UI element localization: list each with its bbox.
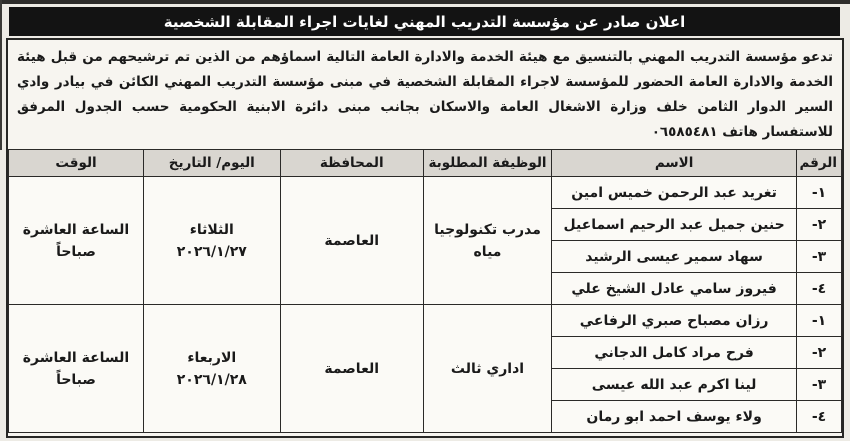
intro-paragraph: تدعو مؤسسة التدريب المهني بالتنسيق مع هي… [17, 49, 833, 140]
candidate-number-cell: ٤- [796, 272, 842, 305]
day-date-cell: الثلاثاء ٢٠٢٦/١/٢٧ [142, 176, 281, 305]
candidate-name-cell: رزان مصباح صبري الرفاعي [551, 304, 798, 337]
candidate-number-cell: ٣- [796, 368, 842, 401]
candidate-name-cell: فيروز سامي عادل الشيخ علي [551, 272, 798, 305]
announcement-title-bar: اعلان صادر عن مؤسسة التدريب المهني لغايا… [9, 7, 840, 36]
table-row: ٢- فرح مراد كامل الدجاني [9, 336, 842, 369]
candidate-name-cell: سهاد سمير عيسى الرشيد [551, 240, 798, 273]
candidate-number-cell: ٢- [796, 208, 842, 241]
governorate-cell: العاصمة [279, 304, 424, 433]
candidate-name-cell: ولاء يوسف احمد ابو رمان [551, 400, 798, 433]
time-cell: الساعة العاشرة صباحاً [8, 304, 144, 433]
announcement-frame: تدعو مؤسسة التدريب المهني بالتنسيق مع هي… [6, 38, 844, 438]
candidate-name-cell: تغريد عبد الرحمن خميس امين [551, 176, 798, 209]
announcement-title: اعلان صادر عن مؤسسة التدريب المهني لغايا… [163, 12, 686, 31]
date-label: ٢٠٢٦/١/٢٨ [176, 371, 247, 388]
candidate-name-cell: لينا اكرم عبد الله عيسى [551, 368, 798, 401]
candidate-number-cell: ٤- [796, 400, 842, 433]
position-cell: اداري ثالث [422, 304, 553, 433]
column-header-position: الوظيفة المطلوبة [422, 149, 553, 177]
table-row: ١- تغريد عبد الرحمن خميس امين مدرب تكنول… [8, 176, 842, 305]
day-date-cell: الاربعاء ٢٠٢٦/١/٢٨ [142, 304, 281, 433]
column-header-name: الاسم [551, 149, 798, 177]
day-label: الثلاثاء [189, 221, 234, 238]
position-cell: مدرب تكنولوجيا مياه [422, 176, 553, 305]
candidate-number-cell: ١- [796, 304, 842, 337]
scan-artifact-left [0, 0, 2, 150]
candidate-name-cell: فرح مراد كامل الدجاني [551, 336, 798, 369]
day-label: الاربعاء [187, 349, 237, 366]
note-line: ملاحظة الرجاء التقيد بالمواعيد واحضار هو… [8, 433, 842, 438]
candidate-number-cell: ٣- [796, 240, 842, 273]
table-row: ٤- ولاء يوسف احمد ابو رمان [9, 400, 842, 433]
candidate-number-cell: ٢- [796, 336, 842, 369]
note-text: ملاحظة الرجاء التقيد بالمواعيد واحضار هو… [438, 436, 833, 438]
column-header-number: الرقم [796, 149, 842, 177]
candidate-name-cell: حنين جميل عبد الرحيم اسماعيل [551, 208, 798, 241]
column-header-time: الوقت [8, 149, 144, 177]
header-row: الرقم الاسم الوظيفة المطلوبة المحافظة ال… [8, 149, 842, 177]
governorate-cell: العاصمة [279, 176, 424, 305]
column-header-governorate: المحافظة [279, 149, 424, 177]
table-row: ٣- لينا اكرم عبد الله عيسى [9, 368, 842, 401]
scan-artifact-top [0, 0, 850, 4]
candidate-number-cell: ١- [796, 176, 842, 209]
date-label: ٢٠٢٦/١/٢٧ [176, 243, 247, 260]
table-row: ٢- حنين جميل عبد الرحيم اسماعيل [9, 208, 842, 241]
interview-schedule-table: الرقم الاسم الوظيفة المطلوبة المحافظة ال… [8, 149, 842, 433]
table-row: ١- رزان مصباح صبري الرفاعي اداري ثالث ال… [8, 304, 842, 433]
time-cell: الساعة العاشرة صباحاً [8, 176, 144, 305]
column-header-day-date: اليوم/ التاريخ [142, 149, 281, 177]
